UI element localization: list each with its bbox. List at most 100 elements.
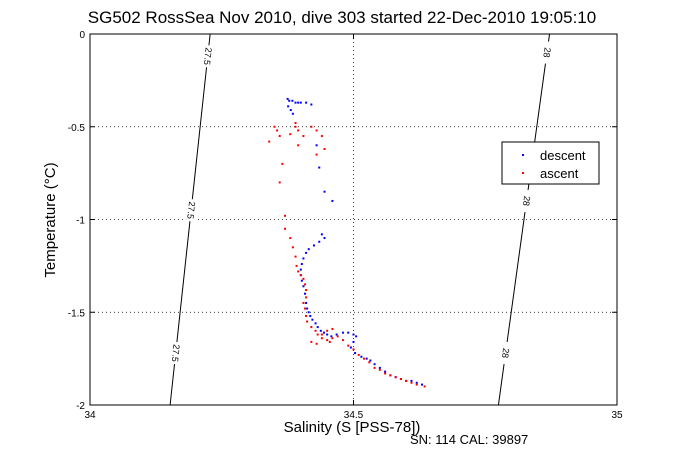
ascent-point — [384, 372, 387, 375]
descent-point — [373, 363, 376, 366]
ascent-point — [294, 255, 297, 258]
legend-marker-ascent — [522, 172, 524, 174]
x-tick-label: 34 — [84, 410, 96, 421]
ascent-point — [316, 333, 319, 336]
descent-point — [352, 333, 355, 336]
y-axis-label: Temperature (°C) — [42, 162, 59, 277]
y-tick-label: -1.5 — [68, 308, 86, 319]
descent-point — [289, 109, 292, 112]
isopycnal-label-bg — [202, 45, 213, 68]
isopycnal-label: 28 — [500, 347, 511, 358]
descent-point — [326, 333, 329, 336]
ascent-point — [410, 381, 413, 384]
isopycnal-label: 28 — [521, 195, 532, 206]
descent-point — [291, 99, 294, 102]
ascent-point — [295, 264, 298, 267]
chart-title: SG502 RossSea Nov 2010, dive 303 started… — [88, 8, 596, 27]
descent-point — [421, 383, 424, 386]
y-tick-label: -2 — [76, 401, 85, 412]
descent-point — [330, 335, 333, 338]
legend: descent ascent — [501, 141, 600, 185]
x-axis-ticks: 34 34.5 35 — [84, 34, 623, 421]
isopycnal-label-bg — [521, 189, 532, 212]
ascent-point — [405, 379, 408, 382]
descent-point — [315, 144, 318, 147]
descent-point — [355, 335, 358, 338]
descent-point — [365, 357, 368, 360]
descent-point — [347, 331, 350, 334]
y-tick-label: -1 — [76, 216, 85, 227]
ascent-point — [297, 129, 300, 132]
descent-point — [307, 248, 310, 251]
descent-point — [316, 326, 319, 329]
descent-point — [305, 251, 308, 254]
ascent-point — [357, 353, 360, 356]
ascent-point — [283, 214, 286, 217]
ascent-point — [326, 329, 329, 332]
ascent-point — [310, 125, 313, 128]
isopycnal-label: 27.5 — [185, 201, 197, 220]
descent-point — [299, 101, 302, 104]
ascent-point — [297, 144, 300, 147]
ascent-point — [304, 283, 307, 286]
ascent-point — [299, 274, 302, 277]
isopycnal-lines: 27.5 27.5 27.5 28 28 28 — [169, 33, 553, 406]
ascent-point — [323, 148, 326, 151]
ascent-point — [302, 135, 305, 138]
descent-point — [309, 314, 312, 317]
descent-point — [410, 379, 413, 382]
descent-point — [312, 244, 315, 247]
ascent-point — [283, 227, 286, 230]
ascent-point — [306, 320, 309, 323]
descent-point — [299, 268, 302, 271]
y-tick-label: 0 — [79, 30, 85, 41]
legend-marker-descent — [522, 154, 524, 156]
ascent-point — [278, 181, 281, 184]
ascent-point — [368, 361, 371, 364]
isopycnal-label-bg — [186, 199, 197, 222]
ascent-point — [278, 135, 281, 138]
ascent-point — [423, 385, 426, 388]
ascent-point — [331, 337, 334, 340]
descent-point — [352, 340, 355, 343]
ascent-point — [281, 162, 284, 165]
descent-point — [349, 346, 352, 349]
ascent-point — [394, 376, 397, 379]
data-points — [268, 97, 426, 388]
ascent-point — [320, 135, 323, 138]
ascent-point — [294, 122, 297, 125]
ascent-point — [320, 337, 323, 340]
descent-point — [354, 352, 357, 355]
descent-point — [302, 257, 305, 260]
descent-point — [294, 101, 297, 104]
ascent-point — [310, 340, 313, 343]
descent-point — [314, 322, 317, 325]
isopycnal-label-bg — [500, 342, 511, 365]
ascent-point — [399, 378, 402, 381]
descent-point — [360, 355, 363, 358]
ascent-point — [305, 296, 308, 299]
descent-point — [331, 199, 334, 202]
descent-point — [305, 101, 308, 104]
ascent-point — [326, 339, 329, 342]
ascent-point — [341, 339, 344, 342]
x-tick-label: 34.5 — [344, 410, 364, 421]
ascent-point — [302, 301, 305, 304]
descent-point — [335, 333, 338, 336]
descent-point — [320, 233, 323, 236]
isopycnal-label: 27.5 — [202, 47, 214, 66]
descent-point — [297, 101, 300, 104]
descent-point — [318, 240, 321, 243]
descent-point — [291, 112, 294, 115]
descent-point — [378, 366, 381, 369]
descent-point — [322, 331, 325, 334]
ascent-point — [352, 348, 355, 351]
isopycnal-label: 28 — [541, 47, 552, 58]
descent-point — [288, 99, 291, 102]
descent-point — [384, 370, 387, 373]
ascent-point — [310, 326, 313, 329]
ascent-point — [305, 288, 308, 291]
ascent-point — [289, 237, 292, 240]
ascent-point — [373, 366, 376, 369]
